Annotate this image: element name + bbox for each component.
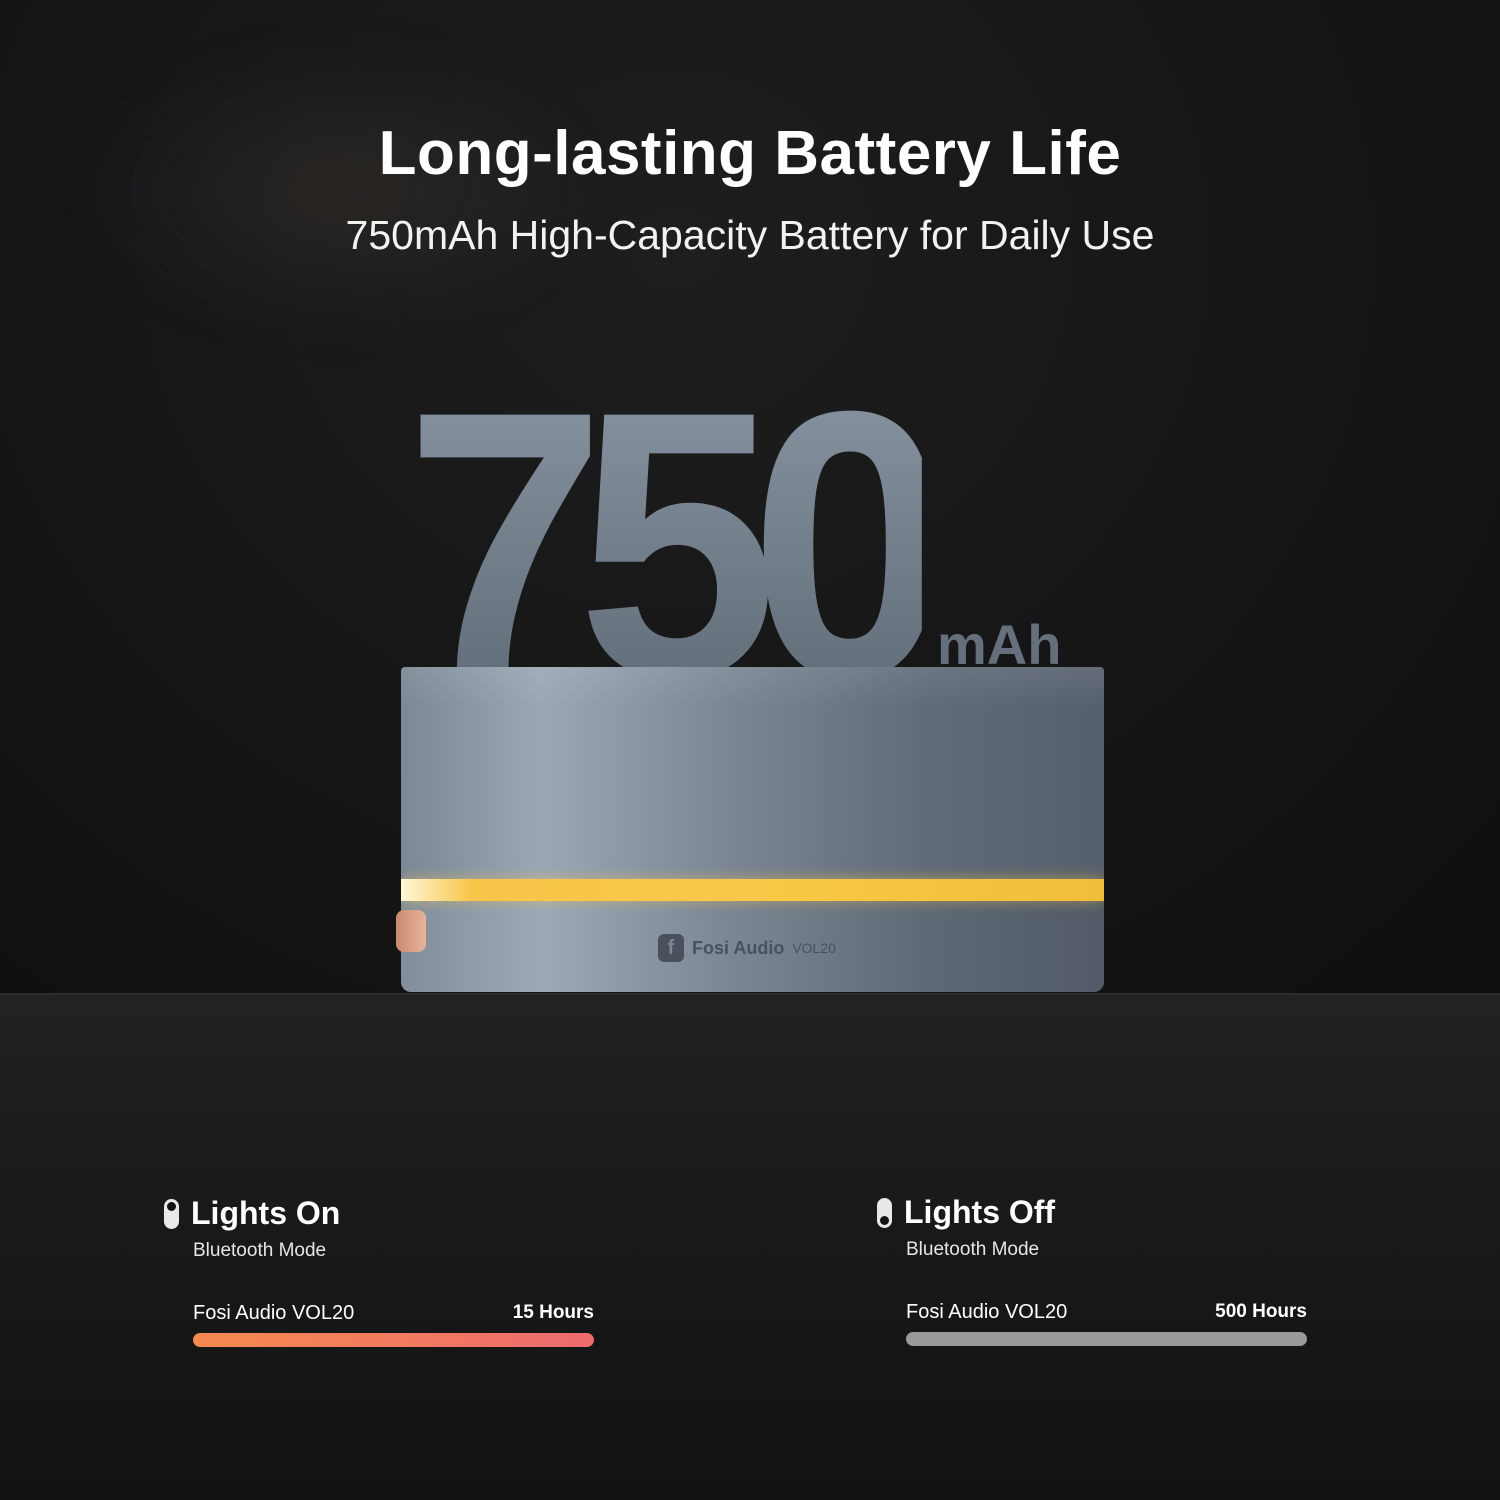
device-logo: f Fosi Audio VOL20 [658, 934, 836, 962]
battery-bar-fill [193, 1333, 594, 1347]
battery-bar [193, 1333, 594, 1347]
duration-label: 15 Hours [512, 1302, 594, 1323]
fosi-logo-icon: f [658, 934, 684, 962]
device-top-shade [401, 667, 1104, 707]
capacity-unit: mAh [937, 613, 1062, 676]
mode-subtitle: Bluetooth Mode [906, 1239, 1040, 1260]
mode-title: Lights Off [904, 1194, 1056, 1230]
device-light-ring [401, 879, 1104, 901]
mode-card-lights-on: Lights On Bluetooth Mode Fosi Audio VOL2… [164, 1195, 594, 1347]
page-subtitle: 750mAh High-Capacity Battery for Daily U… [345, 212, 1155, 258]
product-label: Fosi Audio VOL20 [193, 1302, 355, 1324]
light-flare [80, 40, 600, 340]
page-title: Long-lasting Battery Life [378, 119, 1122, 188]
battery-bar [906, 1332, 1307, 1346]
battery-bar-fill [906, 1332, 1307, 1346]
background-lower [0, 995, 1500, 1500]
toggle-off-icon [877, 1197, 892, 1228]
toggle-on-icon [164, 1198, 179, 1229]
duration-label: 500 Hours [1215, 1301, 1307, 1322]
device-brand: Fosi Audio [692, 937, 785, 958]
product-label: Fosi Audio VOL20 [906, 1301, 1068, 1323]
device-power-button [396, 910, 426, 952]
device-lower-body [401, 901, 1104, 992]
speaker-device [401, 667, 1104, 992]
shelf-edge [0, 993, 1500, 995]
mode-card-lights-off: Lights Off Bluetooth Mode Fosi Audio VOL… [877, 1194, 1307, 1346]
mode-subtitle: Bluetooth Mode [193, 1240, 327, 1261]
mode-title: Lights On [191, 1195, 341, 1231]
device-model: VOL20 [792, 940, 836, 956]
